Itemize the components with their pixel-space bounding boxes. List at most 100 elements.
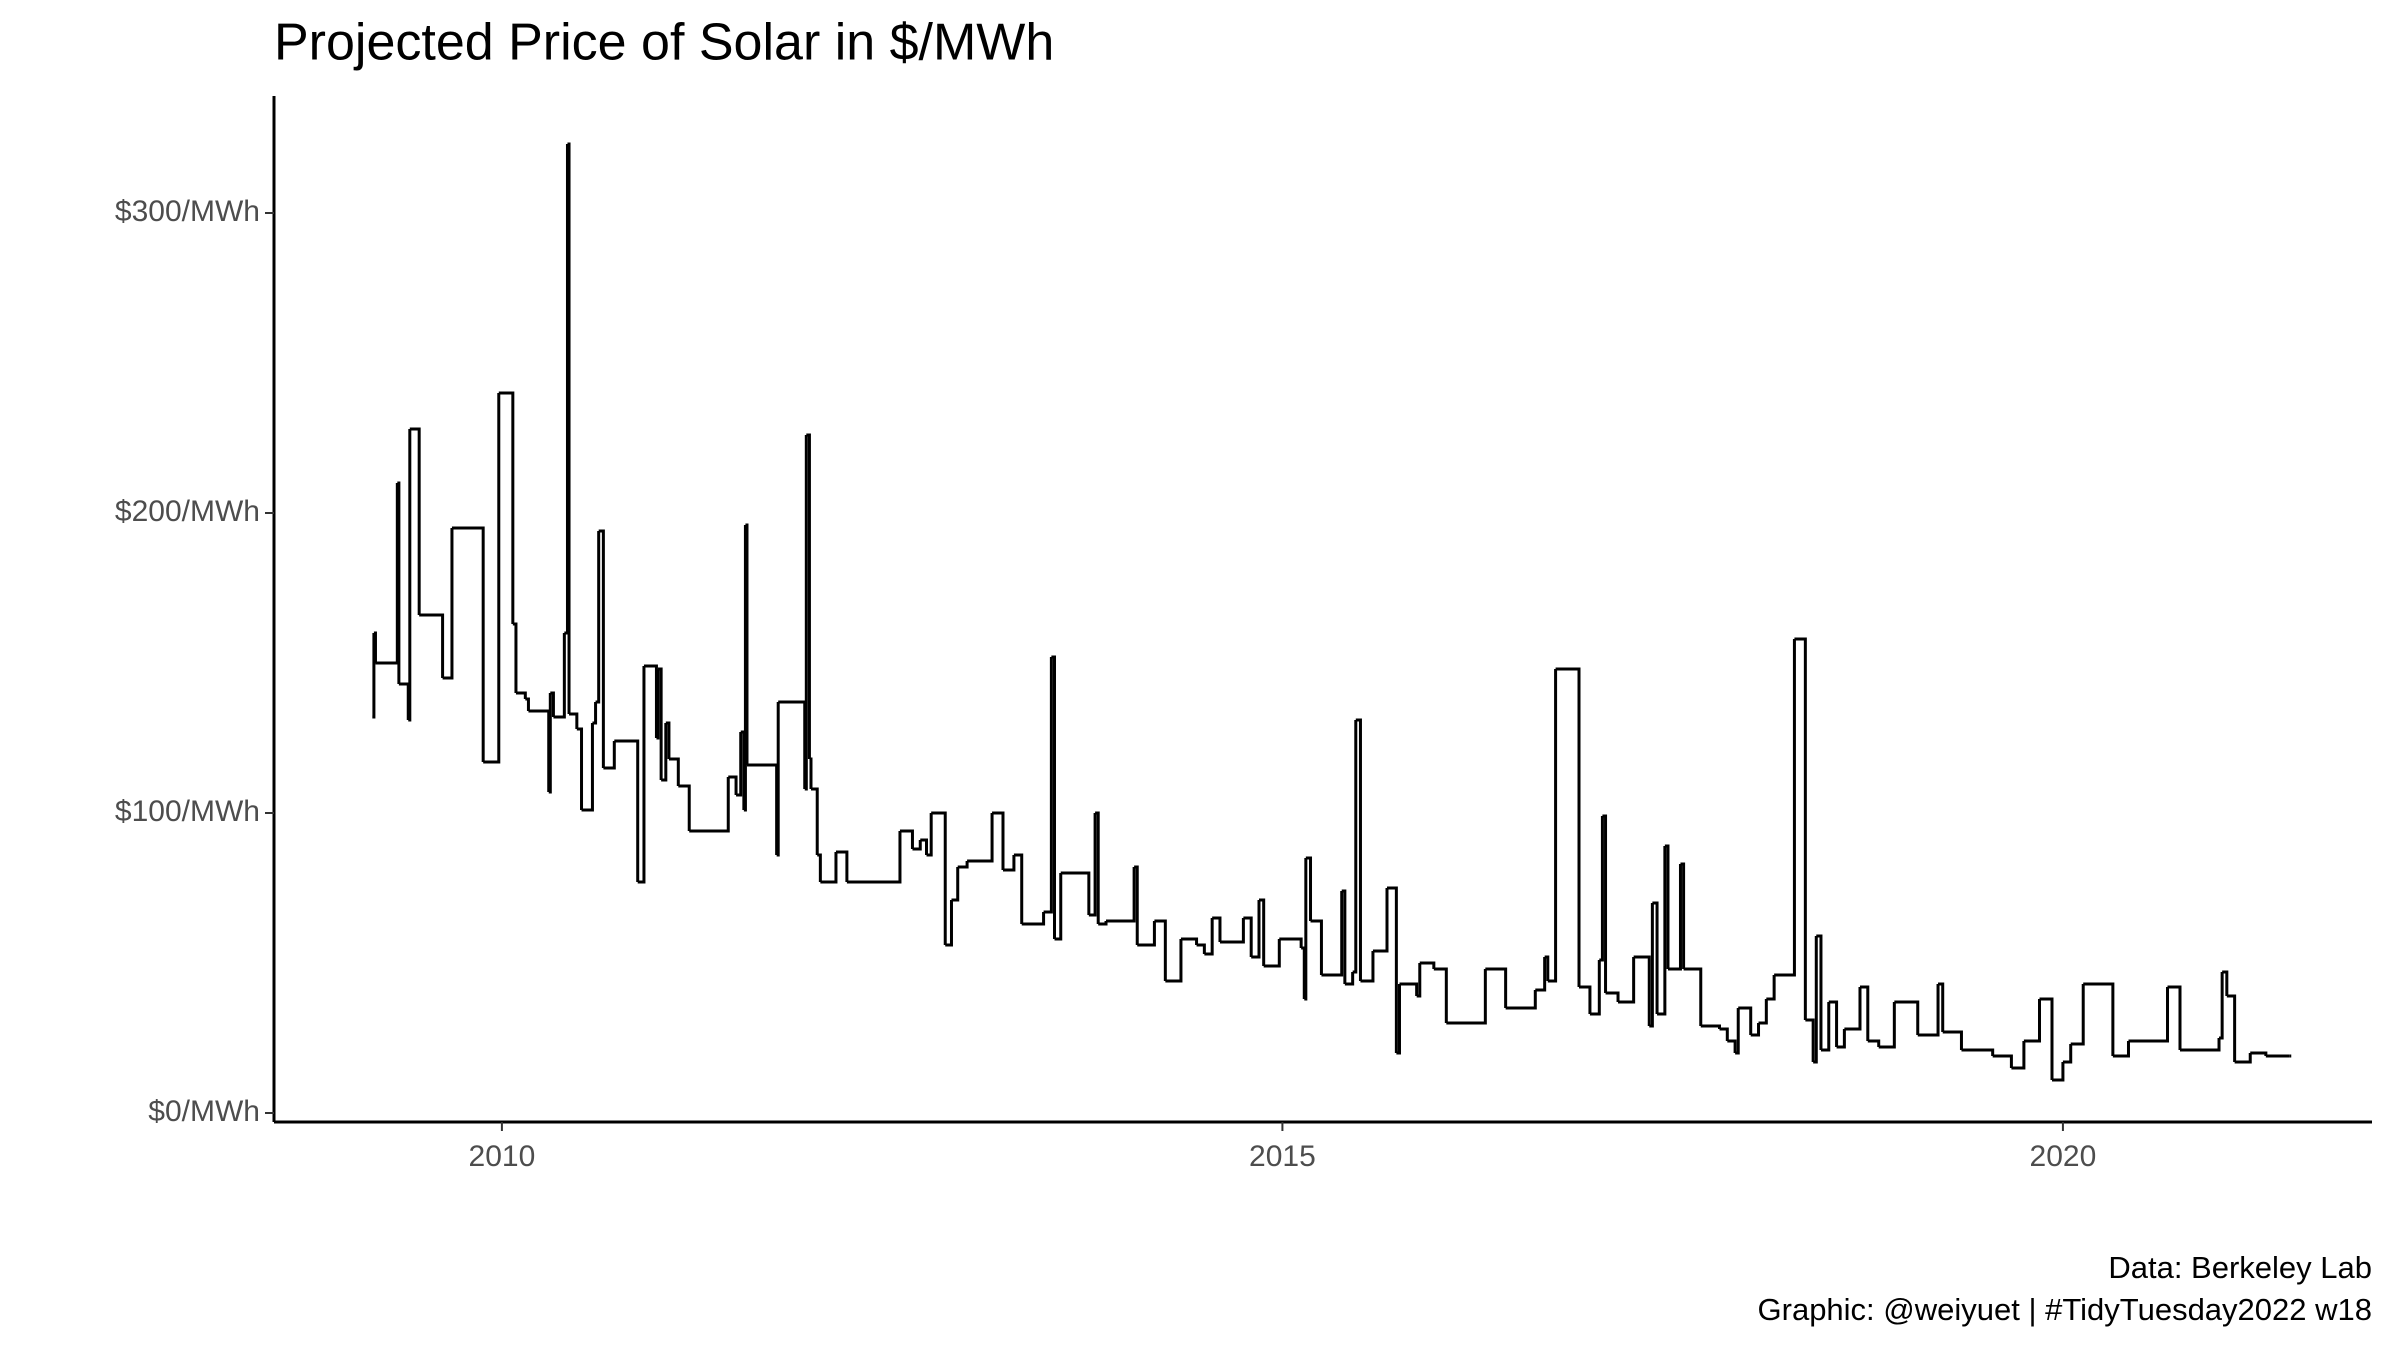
step-segment bbox=[1828, 1000, 1839, 1047]
step-segment bbox=[1961, 1048, 1995, 1056]
step-segment bbox=[373, 631, 377, 663]
step-segment bbox=[1547, 669, 1558, 983]
step-segment bbox=[1605, 991, 1620, 1002]
step-segment bbox=[1154, 919, 1167, 981]
step-segment bbox=[592, 702, 598, 725]
step-segment bbox=[665, 721, 671, 759]
step-segment bbox=[1301, 946, 1306, 999]
step-segment bbox=[1196, 943, 1206, 954]
x-tick-label: 2010 bbox=[469, 1140, 536, 1173]
step-segment bbox=[409, 427, 421, 615]
step-segment bbox=[1667, 864, 1682, 971]
step-segment bbox=[1219, 918, 1245, 944]
step-segment bbox=[1758, 999, 1768, 1025]
step-segment bbox=[931, 811, 947, 945]
step-segment bbox=[1433, 967, 1448, 1023]
step-segment bbox=[1942, 1030, 1963, 1050]
step-segment bbox=[835, 850, 849, 882]
step-segment bbox=[1013, 853, 1024, 924]
step-segment bbox=[1355, 718, 1362, 981]
step-segment bbox=[967, 813, 994, 863]
step-segment bbox=[1051, 655, 1057, 939]
step-segment bbox=[2234, 1053, 2252, 1064]
step-segment bbox=[1360, 951, 1375, 983]
step-segment bbox=[1088, 813, 1097, 917]
step-segment bbox=[1399, 982, 1419, 996]
step-segment bbox=[656, 669, 660, 740]
step-segment bbox=[637, 666, 646, 884]
step-segment bbox=[397, 481, 401, 684]
step-segment bbox=[1938, 982, 1945, 1032]
step-segment bbox=[1633, 955, 1651, 1026]
step-segment bbox=[920, 838, 929, 855]
step-segment bbox=[1321, 891, 1344, 977]
caption: Graphic: @weiyuet | #TidyTuesday2022 w18 bbox=[1758, 1292, 2372, 1327]
step-segment bbox=[2226, 994, 2237, 1062]
step-segment bbox=[2219, 972, 2224, 1040]
step-segment bbox=[809, 757, 813, 789]
step-segment bbox=[2039, 997, 2054, 1080]
step-segment bbox=[1419, 961, 1436, 969]
step-segment bbox=[2128, 987, 2170, 1043]
step-segment bbox=[1894, 1000, 1920, 1035]
step-segment bbox=[1816, 934, 1823, 1050]
step-segment bbox=[1794, 637, 1807, 1020]
step-segment bbox=[1095, 811, 1100, 924]
step-segment bbox=[945, 900, 953, 947]
step-segment bbox=[564, 144, 569, 635]
step-segment bbox=[1589, 960, 1601, 1016]
x-tick-label: 2015 bbox=[1249, 1140, 1316, 1173]
step-segment bbox=[603, 741, 616, 770]
step-segment bbox=[1813, 936, 1818, 1064]
step-segment bbox=[1352, 720, 1358, 974]
step-segment bbox=[736, 732, 743, 797]
step-segment bbox=[1305, 856, 1313, 921]
y-tick-label: $0/MWh bbox=[148, 1095, 260, 1128]
step-segment bbox=[1700, 1024, 1721, 1029]
step-segment bbox=[1002, 855, 1016, 872]
step-segment bbox=[1750, 1023, 1761, 1037]
y-tick-label: $100/MWh bbox=[115, 795, 260, 828]
y-tick-label: $300/MWh bbox=[115, 195, 260, 228]
step-segment bbox=[1820, 1002, 1831, 1052]
step-segment bbox=[1579, 985, 1592, 1014]
step-segment bbox=[1372, 888, 1389, 953]
step-segment bbox=[1310, 919, 1323, 975]
step-segment bbox=[1844, 987, 1862, 1031]
step-segment bbox=[548, 693, 552, 794]
step-segment bbox=[899, 829, 914, 849]
step-segment bbox=[776, 702, 780, 857]
step-segment bbox=[2023, 999, 2041, 1043]
step-segment bbox=[1134, 865, 1139, 945]
x-tick-label: 2020 bbox=[2030, 1140, 2097, 1173]
step-segment bbox=[569, 712, 579, 729]
step-segment bbox=[408, 429, 412, 722]
step-segment bbox=[2222, 970, 2229, 996]
step-segment bbox=[957, 861, 969, 869]
step-segment bbox=[528, 709, 551, 792]
step-segment bbox=[740, 730, 746, 810]
step-segment bbox=[2070, 984, 2085, 1046]
step-segment bbox=[1735, 1008, 1740, 1055]
step-segment bbox=[2180, 1038, 2221, 1052]
step-segment bbox=[1212, 916, 1222, 942]
step-segment bbox=[1859, 985, 1870, 1041]
step-segment bbox=[1657, 846, 1667, 1016]
step-segment bbox=[804, 435, 808, 791]
step-segment bbox=[1251, 900, 1261, 959]
step-segment bbox=[1719, 1027, 1729, 1041]
step-segment bbox=[1204, 918, 1214, 956]
step-segment bbox=[2250, 1051, 2268, 1056]
step-segment bbox=[375, 483, 399, 665]
step-segment bbox=[820, 852, 838, 884]
step-segment bbox=[2062, 1044, 2073, 1064]
y-tick-label: $200/MWh bbox=[115, 495, 260, 528]
step-segment bbox=[746, 763, 779, 855]
step-segment bbox=[1341, 889, 1347, 984]
step-segment bbox=[1387, 886, 1398, 1053]
step-segment bbox=[643, 664, 658, 738]
step-segment bbox=[1544, 955, 1550, 981]
step-segment bbox=[1680, 862, 1686, 969]
step-segment bbox=[810, 787, 819, 855]
